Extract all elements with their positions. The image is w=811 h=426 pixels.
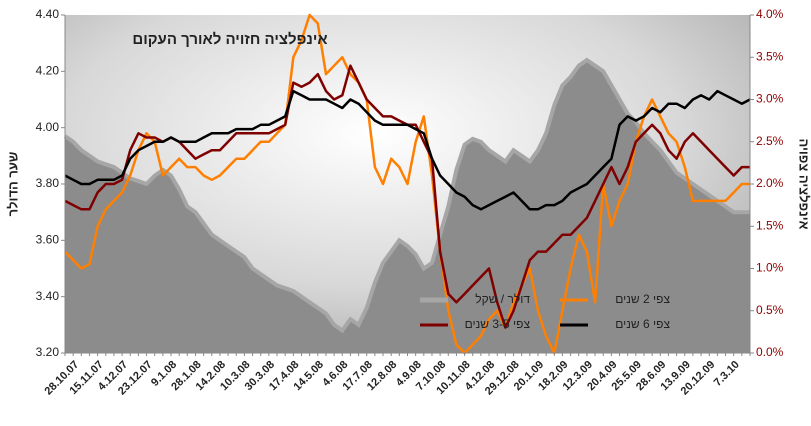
y2-tick-label: 1.0%	[756, 261, 784, 275]
series-line	[64, 89, 751, 211]
y2-tick-label: 1.5%	[756, 218, 784, 232]
y-tick-label: 4.20	[36, 64, 60, 78]
y-tick-label: 4.40	[36, 7, 60, 21]
y2-tick-label: 3.0%	[756, 92, 784, 106]
y-tick-label: 3.80	[36, 176, 60, 190]
legend-label: צפי 3-5 שנים	[465, 317, 531, 331]
y-axis-title: שער הדולר	[5, 152, 20, 217]
y-tick-label: 3.40	[36, 289, 60, 303]
legend-label: דולר / שקל	[475, 292, 530, 306]
y-tick-label: 3.20	[36, 345, 60, 359]
y2-tick-label: 4.0%	[756, 7, 784, 21]
y2-tick-label: 2.0%	[756, 176, 784, 190]
y-tick-label: 3.60	[36, 233, 60, 247]
y2-tick-label: 0.5%	[756, 303, 784, 317]
y2-tick-label: 2.5%	[756, 134, 784, 148]
y2-tick-label: 3.5%	[756, 49, 784, 63]
x-tick-label: 7.3.10	[712, 359, 742, 389]
chart-title: אינפלציה חזויה לאורך העקום	[132, 31, 327, 48]
y-tick-label: 4.00	[36, 120, 60, 134]
plot	[63, 13, 751, 355]
area-fill	[65, 60, 750, 353]
y2-tick-label: 0.0%	[756, 345, 784, 359]
legend-label: צפי 6 שנים	[615, 317, 670, 331]
area-edge	[63, 57, 750, 334]
y2-axis-title: אינפלציה צפויה	[797, 138, 811, 229]
legend-label: צפי 2 שנים	[615, 292, 670, 306]
